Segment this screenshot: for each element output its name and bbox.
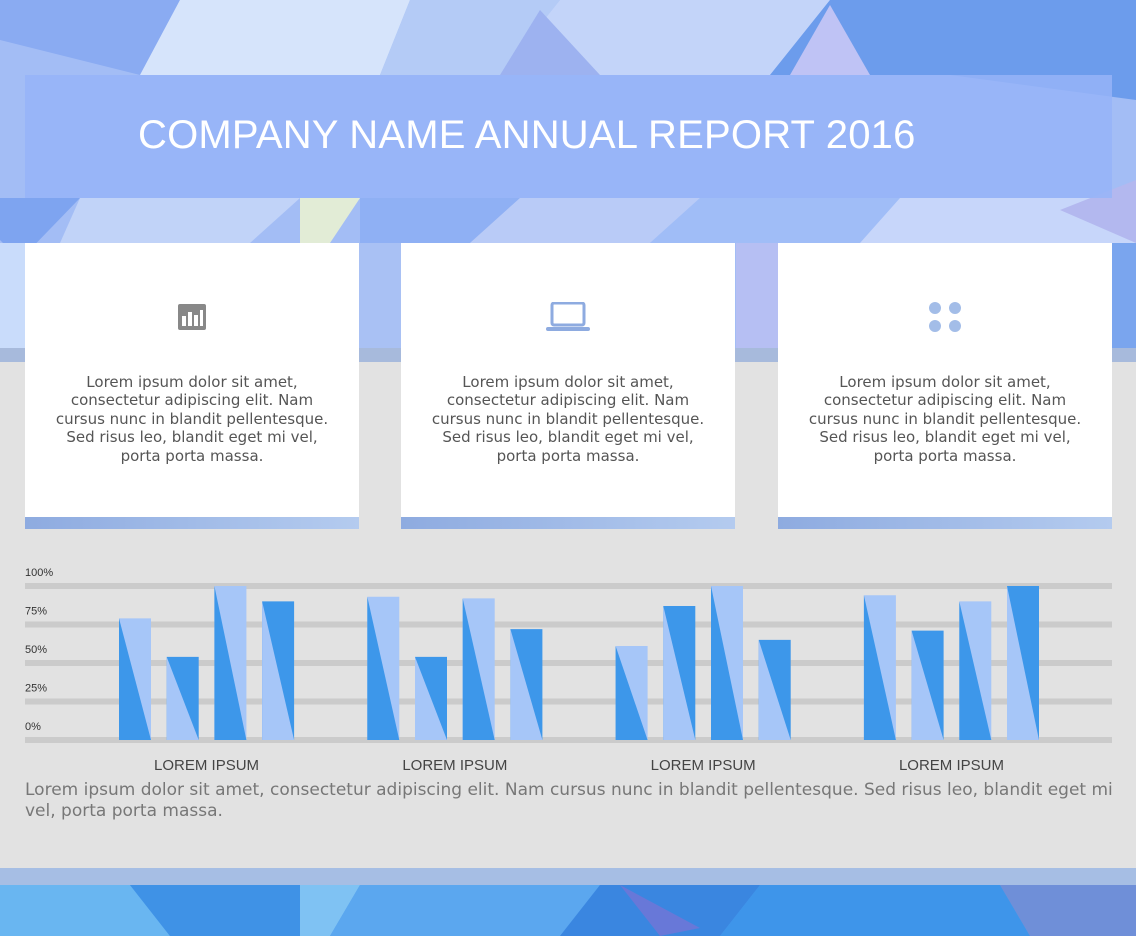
four-dots-icon	[929, 302, 961, 332]
y-tick-label: 25%	[25, 683, 47, 695]
bar-shade	[863, 595, 896, 740]
x-category-label: LOREM IPSUM	[154, 757, 259, 774]
footer-text: Lorem ipsum dolor sit amet, consectetur …	[25, 780, 1113, 821]
bar-shade	[510, 629, 543, 740]
card-text: Lorem ipsum dolor sit amet, consectetur …	[55, 373, 329, 465]
x-category-label: LOREM IPSUM	[899, 757, 1004, 774]
bar-chart: 100% 75% 50% 25% 0% LOREM IPSUM LOREM IPSUM LOR…	[25, 567, 1112, 774]
bar-shade	[663, 606, 696, 740]
bar-shade	[166, 656, 199, 740]
bar-shade	[415, 656, 447, 740]
info-card-2: Lorem ipsum dolor sit amet, consectetur …	[401, 243, 735, 529]
gridline	[25, 583, 1112, 589]
page-title: COMPANY NAME ANNUAL REPORT 2016	[138, 113, 916, 157]
header-banner: COMPANY NAME ANNUAL REPORT 2016	[25, 75, 1112, 198]
y-tick-label: 0%	[25, 721, 41, 733]
info-card-1: Lorem ipsum dolor sit amet, consectetur …	[25, 243, 359, 529]
gridline	[25, 621, 1112, 628]
card-text: Lorem ipsum dolor sit amet, consectetur …	[808, 373, 1082, 465]
info-card-3: Lorem ipsum dolor sit amet, consectetur …	[778, 243, 1112, 529]
y-tick-label: 100%	[25, 567, 53, 579]
y-tick-label: 75%	[25, 606, 47, 618]
laptop-icon	[546, 302, 590, 331]
bar-shade	[367, 596, 400, 740]
bar-shade	[711, 586, 743, 740]
gridline	[25, 737, 1112, 743]
card-accent-bar	[25, 517, 359, 529]
x-category-label: LOREM IPSUM	[402, 757, 507, 774]
card-accent-bar	[778, 517, 1112, 529]
y-tick-label: 50%	[25, 644, 47, 656]
bar-chart-icon	[178, 304, 206, 330]
gridline	[25, 698, 1112, 705]
bar-shade	[1007, 586, 1039, 740]
gridline	[25, 660, 1112, 666]
x-category-label: LOREM IPSUM	[651, 757, 756, 774]
background-pattern-bottom	[0, 868, 1136, 936]
card-text: Lorem ipsum dolor sit amet, consectetur …	[431, 373, 705, 465]
bar-shade	[119, 618, 151, 740]
bar-shade	[214, 586, 247, 740]
card-accent-bar	[401, 517, 735, 529]
